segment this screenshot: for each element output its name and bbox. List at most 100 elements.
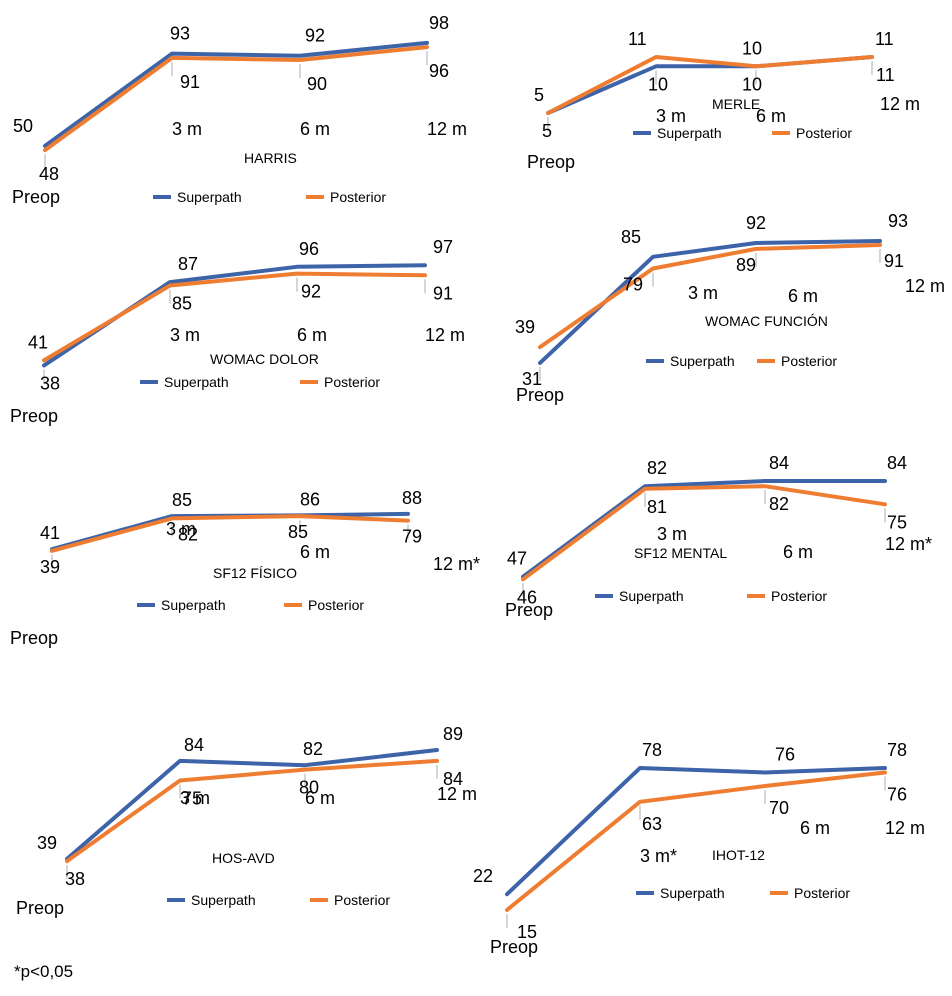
category-label: 6 m [305, 788, 335, 808]
chart-panel-1: 50 48 93 91 92 90 98 96 Preop 3 m 6 m 12 m HARRIS Sup… [12, 13, 467, 207]
legend-label-superpath: Superpath [657, 125, 722, 141]
legend-label-posterior: Posterior [796, 125, 852, 141]
data-label: 11 [876, 65, 895, 85]
category-label: Preop [12, 187, 60, 207]
data-label: 10 [742, 38, 762, 58]
data-label: 86 [300, 489, 320, 509]
series-line-posterior [521, 484, 887, 582]
category-label: 12 m [425, 325, 465, 345]
legend-label-superpath: Superpath [177, 189, 242, 205]
data-label: 5 [534, 85, 544, 105]
data-label: 85 [621, 227, 641, 247]
series-line-posterior [546, 55, 874, 115]
legend-label-superpath: Superpath [619, 588, 684, 604]
series-line-posterior [65, 758, 439, 864]
category-label: 6 m [788, 286, 818, 306]
category-label: Preop [16, 898, 64, 918]
category-label: 3 m* [640, 846, 677, 866]
series-line-superpath [546, 55, 874, 115]
category-label: 3 m [170, 325, 200, 345]
data-label: 82 [647, 458, 667, 478]
chart-title: WOMAC DOLOR [210, 351, 319, 367]
data-label: 98 [429, 13, 449, 33]
data-label: 82 [303, 739, 323, 759]
chart-title: HOS-AVD [212, 850, 275, 866]
category-label: 6 m [800, 818, 830, 838]
legend-label-posterior: Posterior [781, 353, 837, 369]
data-label: 90 [307, 74, 327, 94]
category-label: 12 m [427, 119, 467, 139]
legend-label-posterior: Posterior [334, 892, 390, 908]
data-label: 92 [305, 26, 325, 46]
data-label: 85 [172, 294, 192, 314]
data-label: 85 [288, 522, 308, 542]
series-line-posterior [42, 271, 427, 363]
data-label: 96 [299, 239, 319, 259]
chart-panel-3: 41 38 87 85 96 92 97 91 Preop 3 m 6 m 12 m WOMAC DOL… [10, 237, 465, 426]
legend-label-superpath: Superpath [161, 597, 226, 613]
data-label: 84 [887, 453, 907, 473]
legend-label-superpath: Superpath [660, 885, 725, 901]
chart-title: SF12 MENTAL [634, 545, 727, 561]
category-label: 6 m [783, 542, 813, 562]
data-label: 39 [515, 317, 535, 337]
legend-label-posterior: Posterior [794, 885, 850, 901]
data-label: 31 [522, 369, 542, 389]
series-line-superpath [521, 479, 887, 579]
data-label: 79 [623, 275, 643, 295]
data-label: 89 [736, 255, 756, 275]
data-label: 96 [429, 61, 449, 81]
legend-label-superpath: Superpath [670, 353, 735, 369]
data-label: 84 [769, 453, 789, 473]
chart-panel-4: 39 31 85 79 92 89 93 91 Preop 3 m 6 m 12 m WOMAC FUN… [515, 211, 945, 405]
category-label: 12 m [880, 94, 920, 114]
data-label: 93 [170, 24, 190, 44]
legend-label-posterior: Posterior [330, 189, 386, 205]
category-label: 6 m [300, 542, 330, 562]
category-label: 3 m [656, 106, 686, 126]
category-label: 12 m* [885, 534, 932, 554]
legend-label-posterior: Posterior [324, 374, 380, 390]
data-label: 92 [301, 282, 321, 302]
chart-panel-7: 39 38 84 75 82 80 89 84 Preop 3 m 6 m 12 m HOS-AVD Su… [16, 724, 477, 918]
series-line-posterior [538, 243, 882, 350]
series-line-posterior [50, 514, 410, 553]
data-label: 97 [433, 237, 453, 257]
category-label: 12 m [885, 818, 925, 838]
data-label: 41 [40, 523, 60, 543]
data-label: 47 [507, 549, 527, 569]
data-label: 5 [542, 121, 552, 141]
data-label: 22 [473, 866, 493, 886]
legend-label-posterior: Posterior [771, 588, 827, 604]
data-label: 11 [628, 29, 647, 49]
series-line-posterior [43, 45, 429, 153]
series-line-superpath [505, 766, 887, 897]
data-label: 39 [37, 833, 57, 853]
data-label: 91 [433, 283, 453, 303]
chart-title: WOMAC FUNCIÓN [705, 313, 828, 329]
legend-label-posterior: Posterior [308, 597, 364, 613]
data-label: 81 [647, 497, 667, 517]
data-label: 75 [887, 512, 907, 532]
data-label: 84 [184, 735, 204, 755]
data-label: 10 [742, 74, 762, 94]
chart-panel-6: 47 46 82 81 84 82 84 75 Preop 3 m 6 m 12 m* SF12 MEN… [505, 453, 932, 620]
data-label: 78 [642, 740, 662, 760]
chart-panel-5: 41 39 85 82 86 85 88 79 Preop 3 m 6 m 12 m* SF12 FÍS… [10, 488, 480, 648]
data-label: 76 [887, 785, 907, 805]
data-label: 10 [648, 74, 668, 94]
data-label: 78 [887, 740, 907, 760]
data-label: 39 [40, 557, 60, 577]
category-label: 6 m [300, 119, 330, 139]
chart-title: HARRIS [244, 150, 297, 166]
data-label: 89 [443, 724, 463, 744]
data-label: 82 [769, 494, 789, 514]
data-label: 85 [172, 490, 192, 510]
legend-label-superpath: Superpath [164, 374, 229, 390]
data-label: 38 [40, 373, 60, 393]
data-label: 75 [182, 788, 202, 808]
data-label: 50 [13, 116, 33, 136]
chart-title: MERLE [712, 96, 760, 112]
category-label: Preop [10, 628, 58, 648]
